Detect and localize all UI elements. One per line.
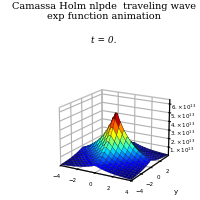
- Text: t = 0.: t = 0.: [91, 36, 117, 45]
- Y-axis label: y: y: [173, 189, 178, 195]
- Text: Camassa Holm nlpde  traveling wave
exp function animation: Camassa Holm nlpde traveling wave exp fu…: [12, 2, 196, 21]
